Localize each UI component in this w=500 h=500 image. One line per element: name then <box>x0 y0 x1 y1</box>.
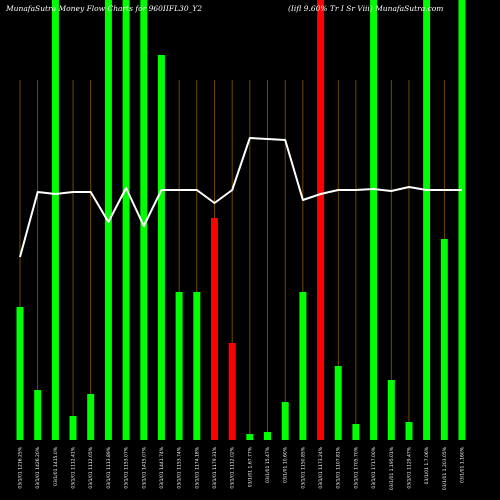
x-tick-label: 03/1/01 1705.70% <box>353 446 359 488</box>
x-tick-label: 03/1/01 1153.07% <box>124 446 130 488</box>
bar-green <box>157 55 165 440</box>
bar-green <box>87 394 95 440</box>
x-tick-label: 03/1/01 1173.24% <box>318 446 324 488</box>
bar-green <box>423 0 431 440</box>
bar-green <box>34 390 42 440</box>
money-flow-line <box>19 137 462 258</box>
x-tick-label: 03/1/01 1153.74% <box>177 446 183 488</box>
x-tick-label: 03/1/01 1112.41% <box>71 446 77 488</box>
bar-green <box>69 416 77 440</box>
x-tick-label: 03/1/01 1415.0% <box>53 446 59 486</box>
x-tick-label: 03/1/01 1113.89% <box>106 446 112 488</box>
x-tick-label: 03/1/01 1129.47% <box>407 446 413 488</box>
x-tick-label: 03/1/01 10.60% <box>283 446 289 483</box>
bar-green <box>370 0 378 440</box>
x-tick-label: 03/1/01 1.160% <box>460 446 466 483</box>
bar-green <box>334 366 342 440</box>
x-tick-label: 03/1/01 1415.07% <box>141 446 147 488</box>
x-tick-label: 03/1/01 1.203.05% <box>442 446 448 490</box>
bar-red <box>228 343 236 440</box>
x-tick-label: 03/1/01 1.67.77% <box>247 446 253 487</box>
bar-green <box>264 432 271 440</box>
bar-green <box>458 0 466 440</box>
bar-green <box>352 424 360 440</box>
bar-green <box>387 380 395 440</box>
x-tick-label: 03/1/01 1107.81% <box>336 446 342 488</box>
x-tick-label: 03/1/01 1112.02% <box>230 446 236 488</box>
x-tick-label: 03/1/01 1.195.01% <box>389 446 395 490</box>
x-tick-label: 03/1/01 1112.05% <box>88 446 94 488</box>
x-tick-label: 03/1/01 1150.85% <box>300 446 306 488</box>
x-tick-labels: 03/1/01 1216.25% 03/1/01 1426.20% 03/1/01 … <box>18 446 466 490</box>
bar-green <box>122 0 130 440</box>
bar-green <box>193 292 201 440</box>
x-tick-label: 03/1/01 1216.25% <box>18 446 24 488</box>
bar-green <box>281 402 289 440</box>
bar-green <box>246 434 254 440</box>
x-tick-label: 03/1/01 1174.18% <box>194 446 200 488</box>
grid-lines <box>19 80 463 440</box>
x-tick-label: 03/1/01 1717.00% <box>371 446 377 488</box>
money-flow-polyline <box>19 137 462 258</box>
bar-green <box>299 292 307 440</box>
chart-title-right: (Iifl 9.60% Tr I Sr Viii) MunafaSutra.co… <box>288 4 443 13</box>
x-tick-label: 03/1/01 1179.31% <box>212 446 218 488</box>
x-tick-label: 03/1/01 1426.20% <box>35 446 41 488</box>
bar-red <box>317 0 325 440</box>
x-tick-label: 03/1/01 15.47% <box>265 446 271 483</box>
bar-green <box>440 239 448 440</box>
bar-green <box>16 307 24 440</box>
chart-title-left: MunafaSutra Money Flow Charts for 960IIF… <box>5 4 202 13</box>
bar-green <box>51 0 59 440</box>
x-tick-label: 03/1/01 1.7.06% <box>424 446 430 484</box>
bar-green <box>405 422 413 440</box>
bar-green <box>175 292 183 440</box>
bar-green <box>140 0 148 440</box>
bar-red <box>211 218 218 440</box>
x-tick-label: 03/1/01 1441.74% <box>159 446 165 488</box>
bars <box>16 0 466 440</box>
